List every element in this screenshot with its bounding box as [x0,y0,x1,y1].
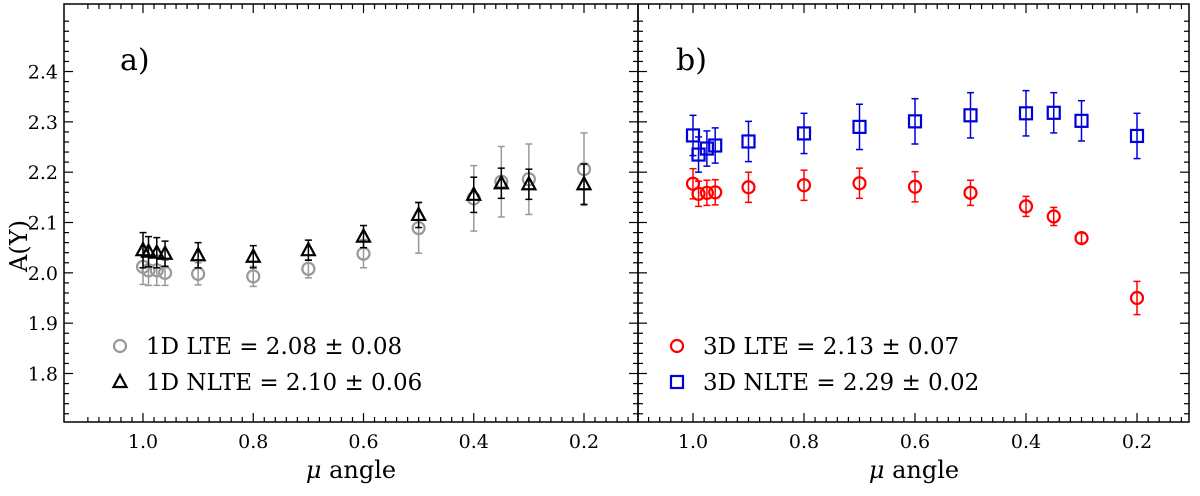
x-tick-label: 0.4 [459,431,489,453]
series-3d-lte [685,167,1145,316]
data-point-3d-nlte [685,128,701,143]
x-tick-label: 1.0 [678,431,708,453]
data-point-1d-nlte [465,185,483,201]
data-point-3d-lte [708,185,723,200]
data-point-3d-nlte [699,141,714,156]
data-point-3d-nlte [708,138,723,153]
y-tick-label: 2.4 [28,62,58,84]
x-tick-label: 0.6 [348,431,378,453]
legend-symbol-1d-lte [112,338,128,354]
data-point-1d-nlte [355,227,372,243]
panel-b-marks [685,89,1145,316]
data-point-1d-nlte [156,244,174,260]
x-tick-label: 0.6 [900,431,930,453]
legend-label-3d-nlte: 3D NLTE = 2.29 ± 0.02 [703,370,979,396]
panel-b: 1.0 0.8 0.6 0.4 0.2 b) 3D LTE = 2.13 ± 0.07 … [637,3,1190,484]
data-point-3d-lte [907,179,923,194]
data-point-1d-nlte [244,247,262,263]
data-point-1d-nlte [189,245,207,262]
legend-marker-1d-nlte [111,372,129,389]
y-tick-label: 2.2 [28,162,58,184]
data-point-3d-lte [741,180,756,195]
data-point-3d-lte [691,186,706,201]
y-tick-label: 2.0 [28,263,58,285]
series-1d-nlte [134,163,593,269]
data-point-1d-lte [301,261,316,276]
panel-a-label: a) [120,43,150,78]
data-point-3d-lte [1018,199,1034,214]
data-point-3d-lte [963,185,978,200]
x-tick-label: 0.2 [1122,431,1152,453]
legend-label-1d-nlte: 1D NLTE = 2.10 ± 0.06 [146,370,422,396]
data-point-3d-nlte [1074,113,1089,128]
y-tick-label: 2.1 [28,213,58,235]
legend-marker-1d-lte [112,338,128,354]
x-tick-label: 1.0 [128,431,158,453]
data-point-3d-nlte [907,114,923,129]
data-point-3d-lte [699,185,714,200]
data-point-1d-nlte [410,205,427,222]
panel-b-legend: 3D LTE = 2.13 ± 0.07 3D NLTE = 2.29 ± 0.… [669,334,979,396]
x-tick-label: 0.8 [238,431,268,453]
panel-a: 1.0 0.8 0.6 0.4 0.21.81.92.02.12.22.32.4 a) … [28,3,639,484]
x-tick-label: 0.2 [569,431,599,453]
data-point-3d-lte [1129,290,1145,306]
y-axis-title: A(Y) [5,220,33,273]
data-point-1d-lte [246,269,261,284]
data-point-1d-nlte [148,243,166,259]
x-tick-label: 0.4 [1011,431,1041,453]
data-point-1d-nlte [140,242,157,258]
data-point-3d-nlte [741,134,756,149]
legend-marker-3d-nlte [669,374,685,390]
panel-a-x-axis-title: μ angle [306,456,396,484]
legend-label-1d-lte: 1D LTE = 2.08 ± 0.08 [146,334,402,360]
legend-label-3d-lte: 3D LTE = 2.13 ± 0.07 [703,334,959,360]
legend-symbol-3d-lte [669,338,685,354]
data-point-3d-nlte [1046,105,1061,120]
data-point-3d-lte [796,178,812,193]
data-point-3d-nlte [796,126,812,141]
series-3d-nlte [685,89,1145,173]
data-point-3d-lte [1046,209,1061,224]
data-point-1d-nlte [520,174,538,191]
panel-b-ticks: 1.0 0.8 0.6 0.4 0.2 [638,4,1189,453]
data-point-3d-nlte [963,108,978,123]
y-tick-label: 1.8 [28,364,58,386]
legend-symbol-1d-nlte [111,372,129,389]
legend-symbol-3d-nlte [669,374,685,390]
data-point-3d-lte [852,176,867,191]
panel-b-x-axis-title: μ angle [869,456,959,484]
y-tick-label: 1.9 [28,313,58,335]
legend-marker-3d-lte [669,338,685,354]
data-point-3d-nlte [852,119,867,134]
panel-a-marks [134,132,593,288]
series-1d-lte [135,132,592,288]
data-point-3d-lte [1074,231,1089,246]
data-point-3d-nlte [1018,106,1034,121]
data-point-3d-nlte [1129,128,1145,144]
panel-a-ticks: 1.0 0.8 0.6 0.4 0.2 1.8 1.9 2.0 2.1 2.2 2.3 2.4 [28,4,638,453]
data-point-1d-nlte [300,240,317,257]
data-point-1d-nlte [492,173,510,190]
x-tick-label: 0.8 [789,431,819,453]
data-point-1d-nlte [575,174,593,191]
panel-a-legend: 1D LTE = 2.08 ± 0.08 1D NLTE = 2.10 ± 0.… [111,334,422,396]
panel-b-label: b) [676,43,707,78]
y-tick-label: 2.3 [28,112,58,134]
